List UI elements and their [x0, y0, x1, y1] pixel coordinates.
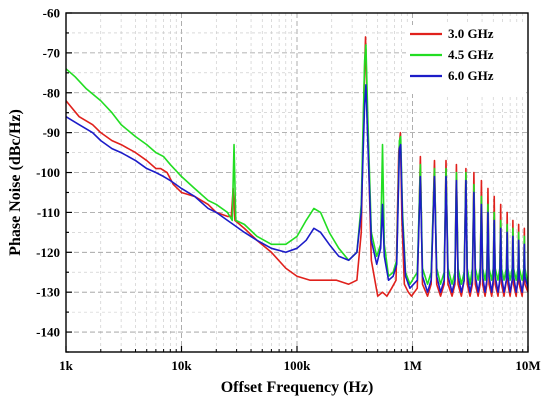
x-tick-label: 10M: [515, 358, 540, 373]
y-tick-label: -60: [43, 6, 60, 21]
series-line-3: [66, 83, 528, 293]
x-tick-label: 1M: [403, 358, 422, 373]
y-tick-label: -120: [36, 245, 60, 260]
series-lines: [66, 36, 528, 297]
x-tick-label: 10k: [171, 358, 192, 373]
legend-label-1: 3.0 GHz: [448, 26, 494, 41]
y-tick-label: -90: [43, 125, 60, 140]
y-tick-labels: -60 -70 -80 -90 -100 -110 -120 -130 -140: [36, 6, 60, 340]
y-tick-label: -70: [43, 45, 60, 60]
x-tick-labels: 1k 10k 100k 1M 10M: [59, 358, 541, 373]
y-tick-label: -140: [36, 325, 60, 340]
x-tick-label: 100k: [284, 358, 312, 373]
y-tick-label: -80: [43, 85, 60, 100]
legend-background: [406, 25, 526, 94]
legend-label-3: 6.0 GHz: [448, 68, 494, 83]
y-tick-label: -110: [37, 205, 60, 220]
y-tick-label: -100: [36, 165, 60, 180]
x-tick-label: 1k: [59, 358, 74, 373]
y-axis-title: Phase Noise (dBc/Hz): [7, 109, 24, 256]
axis-ticks: [65, 12, 529, 353]
y-tick-label: -130: [36, 285, 60, 300]
legend-label-2: 4.5 GHz: [448, 47, 494, 62]
x-axis-title: Offset Frequency (Hz): [221, 379, 374, 396]
legend: 3.0 GHz 4.5 GHz 6.0 GHz: [406, 25, 526, 94]
